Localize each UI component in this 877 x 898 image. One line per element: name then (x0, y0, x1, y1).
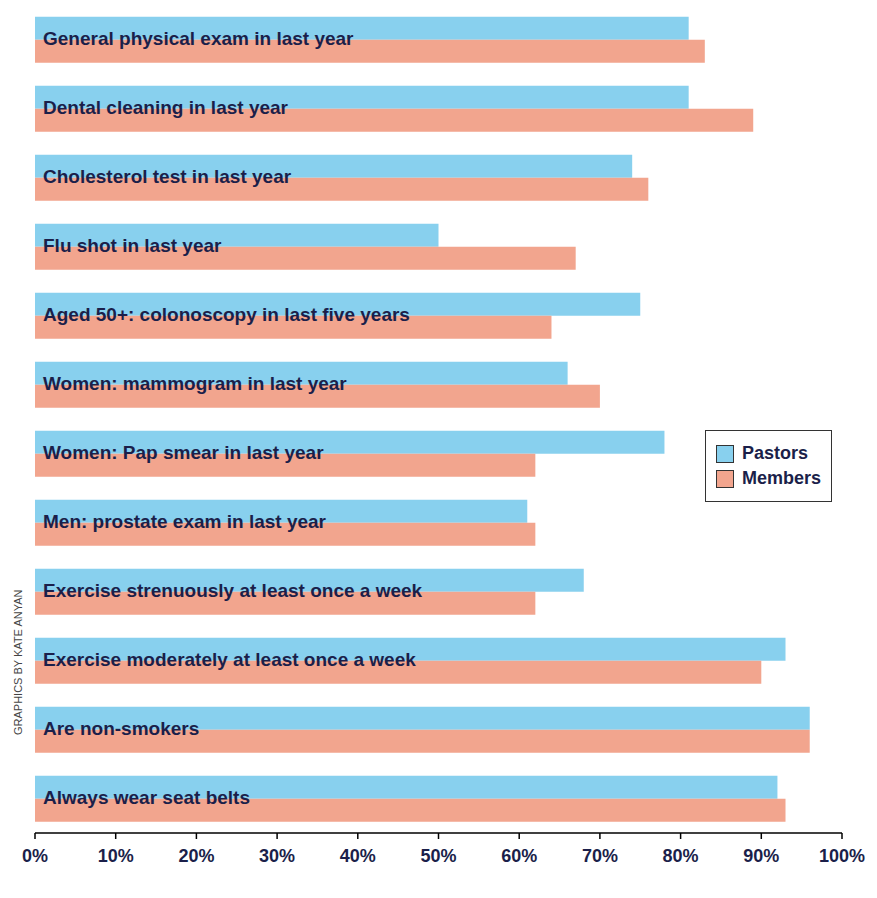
svg-text:70%: 70% (582, 846, 618, 866)
svg-text:Women: Pap smear in last year: Women: Pap smear in last year (43, 442, 324, 463)
svg-text:Women: mammogram in last year: Women: mammogram in last year (43, 373, 347, 394)
svg-text:Cholesterol test in last year: Cholesterol test in last year (43, 166, 292, 187)
svg-text:Always wear seat belts: Always wear seat belts (43, 787, 250, 808)
svg-text:Exercise moderately at least o: Exercise moderately at least once a week (43, 649, 416, 670)
svg-text:Exercise strenuously at least: Exercise strenuously at least once a wee… (43, 580, 423, 601)
svg-text:Flu shot in last year: Flu shot in last year (43, 235, 222, 256)
svg-text:Men: prostate exam in last yea: Men: prostate exam in last year (43, 511, 327, 532)
html-text:Pastors: Pastors (742, 443, 808, 463)
svg-text:10%: 10% (98, 846, 134, 866)
svg-text:30%: 30% (259, 846, 295, 866)
svg-text:40%: 40% (340, 846, 376, 866)
svg-text:60%: 60% (501, 846, 537, 866)
svg-text:50%: 50% (420, 846, 456, 866)
html-text:GRAPHICS BY KATE ANYAN: GRAPHICS BY KATE ANYAN (12, 589, 24, 735)
svg-text:100%: 100% (819, 846, 865, 866)
svg-text:General physical exam in last: General physical exam in last year (43, 28, 354, 49)
svg-text:Aged 50+: colonoscopy in last: Aged 50+: colonoscopy in last five years (43, 304, 410, 325)
html-text:Members: Members (742, 468, 821, 488)
svg-text:90%: 90% (743, 846, 779, 866)
svg-text:0%: 0% (22, 846, 48, 866)
svg-text:Are non-smokers: Are non-smokers (43, 718, 199, 739)
svg-text:20%: 20% (178, 846, 214, 866)
svg-text:Dental cleaning in last year: Dental cleaning in last year (43, 97, 289, 118)
svg-text:80%: 80% (663, 846, 699, 866)
